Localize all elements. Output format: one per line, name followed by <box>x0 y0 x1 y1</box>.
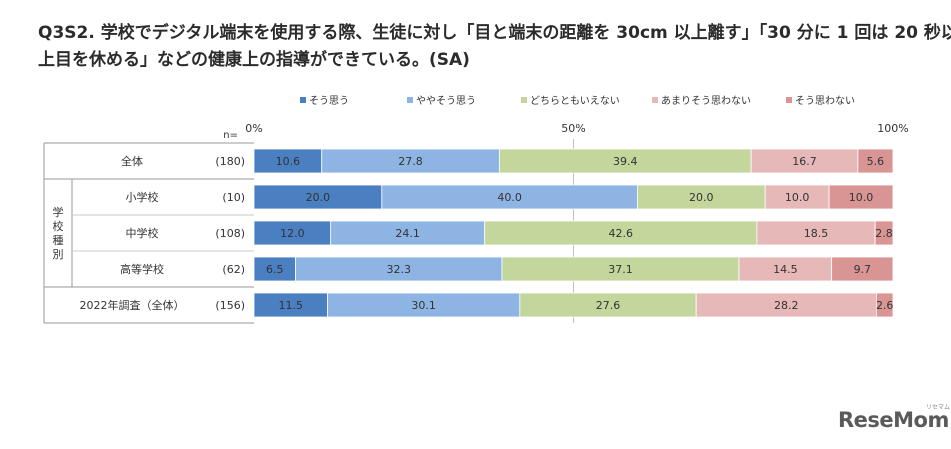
data-label: 10.6 <box>276 155 301 168</box>
bar-segment <box>831 256 894 282</box>
data-label: 18.5 <box>804 227 829 240</box>
row-label: 2022年調査（全体） <box>80 298 185 312</box>
legend-item: そう思う <box>300 92 349 107</box>
legend-swatch <box>652 96 658 103</box>
row-n: (156) <box>215 299 245 312</box>
bar-segment <box>501 256 740 282</box>
bar-segment <box>875 292 894 318</box>
legend-swatch <box>300 96 306 103</box>
data-label: 27.8 <box>398 155 423 168</box>
bar-segment <box>874 220 894 246</box>
data-label: 2.6 <box>876 299 894 312</box>
data-label: 10.0 <box>785 191 810 204</box>
axis-tick-label: 0% <box>245 122 262 135</box>
title-line-1: Q3S2. 学校でデジタル端末を使用する際、生徒に対し「目と端末の距離を 30c… <box>38 23 951 43</box>
legend: そう思う ややそう思う どちらともいえない あまりそう思わない そう思わない <box>300 92 900 110</box>
bar-segment <box>764 184 830 210</box>
bar-segment <box>321 148 500 174</box>
legend-item: そう思わない <box>786 92 855 107</box>
chart-title: Q3S2. 学校でデジタル端末を使用する際、生徒に対し「目と端末の距離を 30c… <box>38 20 951 74</box>
data-label: 28.2 <box>774 299 799 312</box>
bar-segment <box>498 148 752 174</box>
title-line-2: 上目を休める」などの健康上の指導ができている。(SA) <box>38 50 470 70</box>
data-label: 27.6 <box>596 299 621 312</box>
bar-segment <box>381 184 638 210</box>
bar-segment <box>253 256 296 282</box>
bar-segment <box>253 220 332 246</box>
data-label: 2.8 <box>875 227 893 240</box>
row-label: 高等学校 <box>120 262 164 276</box>
group-label-char: 学 <box>53 205 64 219</box>
data-label: 42.6 <box>609 227 634 240</box>
data-label: 24.1 <box>395 227 420 240</box>
bar-segment <box>253 148 323 174</box>
resemom-logo: ReseMom リセマム <box>838 404 950 432</box>
logo-text: ReseMom <box>838 408 949 432</box>
group-label-char: 別 <box>53 248 64 261</box>
row-label: 中学校 <box>126 226 159 240</box>
bar-segment <box>519 292 697 318</box>
bar-segment <box>738 256 833 282</box>
bar-segment <box>484 220 758 246</box>
data-label: 37.1 <box>608 263 633 276</box>
data-label: 20.0 <box>689 191 714 204</box>
bar-segment <box>695 292 877 318</box>
group-label-char: 種 <box>53 233 64 247</box>
data-label: 14.5 <box>773 263 798 276</box>
axis-tick-label: 50% <box>561 122 585 135</box>
bar-segment <box>330 220 486 246</box>
legend-item: ややそう思う <box>407 92 476 107</box>
bar-segment <box>828 184 894 210</box>
data-label: 10.0 <box>849 191 874 204</box>
data-label: 32.3 <box>386 263 411 276</box>
data-label: 6.5 <box>266 263 284 276</box>
legend-item: どちらともいえない <box>521 92 620 107</box>
legend-swatch <box>407 96 413 103</box>
legend-item: あまりそう思わない <box>652 92 751 107</box>
logo-subtext: リセマム <box>926 404 951 411</box>
data-label: 16.7 <box>792 155 817 168</box>
row-n: (108) <box>215 227 245 240</box>
bar-segment <box>750 148 859 174</box>
row-n: (180) <box>215 155 245 168</box>
legend-label: そう思う <box>309 96 349 107</box>
axis-tick-label: 100% <box>877 122 908 135</box>
group-label-char: 校 <box>53 219 64 233</box>
data-label: 20.0 <box>306 191 331 204</box>
legend-label: あまりそう思わない <box>661 96 751 107</box>
bar-segment <box>295 256 503 282</box>
legend-label: ややそう思う <box>416 96 476 107</box>
row-n: (10) <box>222 191 245 204</box>
row-n: (62) <box>222 263 245 276</box>
n-header: n= <box>223 130 238 141</box>
data-label: 9.7 <box>854 263 872 276</box>
row-label: 小学校 <box>126 190 159 204</box>
bar-segment <box>756 220 876 246</box>
data-label: 12.0 <box>280 227 305 240</box>
data-label: 30.1 <box>411 299 436 312</box>
data-label: 5.6 <box>867 155 885 168</box>
data-label: 11.5 <box>278 299 303 312</box>
legend-swatch <box>521 96 527 103</box>
row-label: 全体 <box>121 154 143 168</box>
legend-swatch <box>786 96 792 103</box>
data-label: 40.0 <box>497 191 522 204</box>
legend-label: そう思わない <box>795 96 855 107</box>
bar-segment <box>857 148 894 174</box>
legend-label: どちらともいえない <box>530 96 620 107</box>
data-label: 39.4 <box>613 155 638 168</box>
